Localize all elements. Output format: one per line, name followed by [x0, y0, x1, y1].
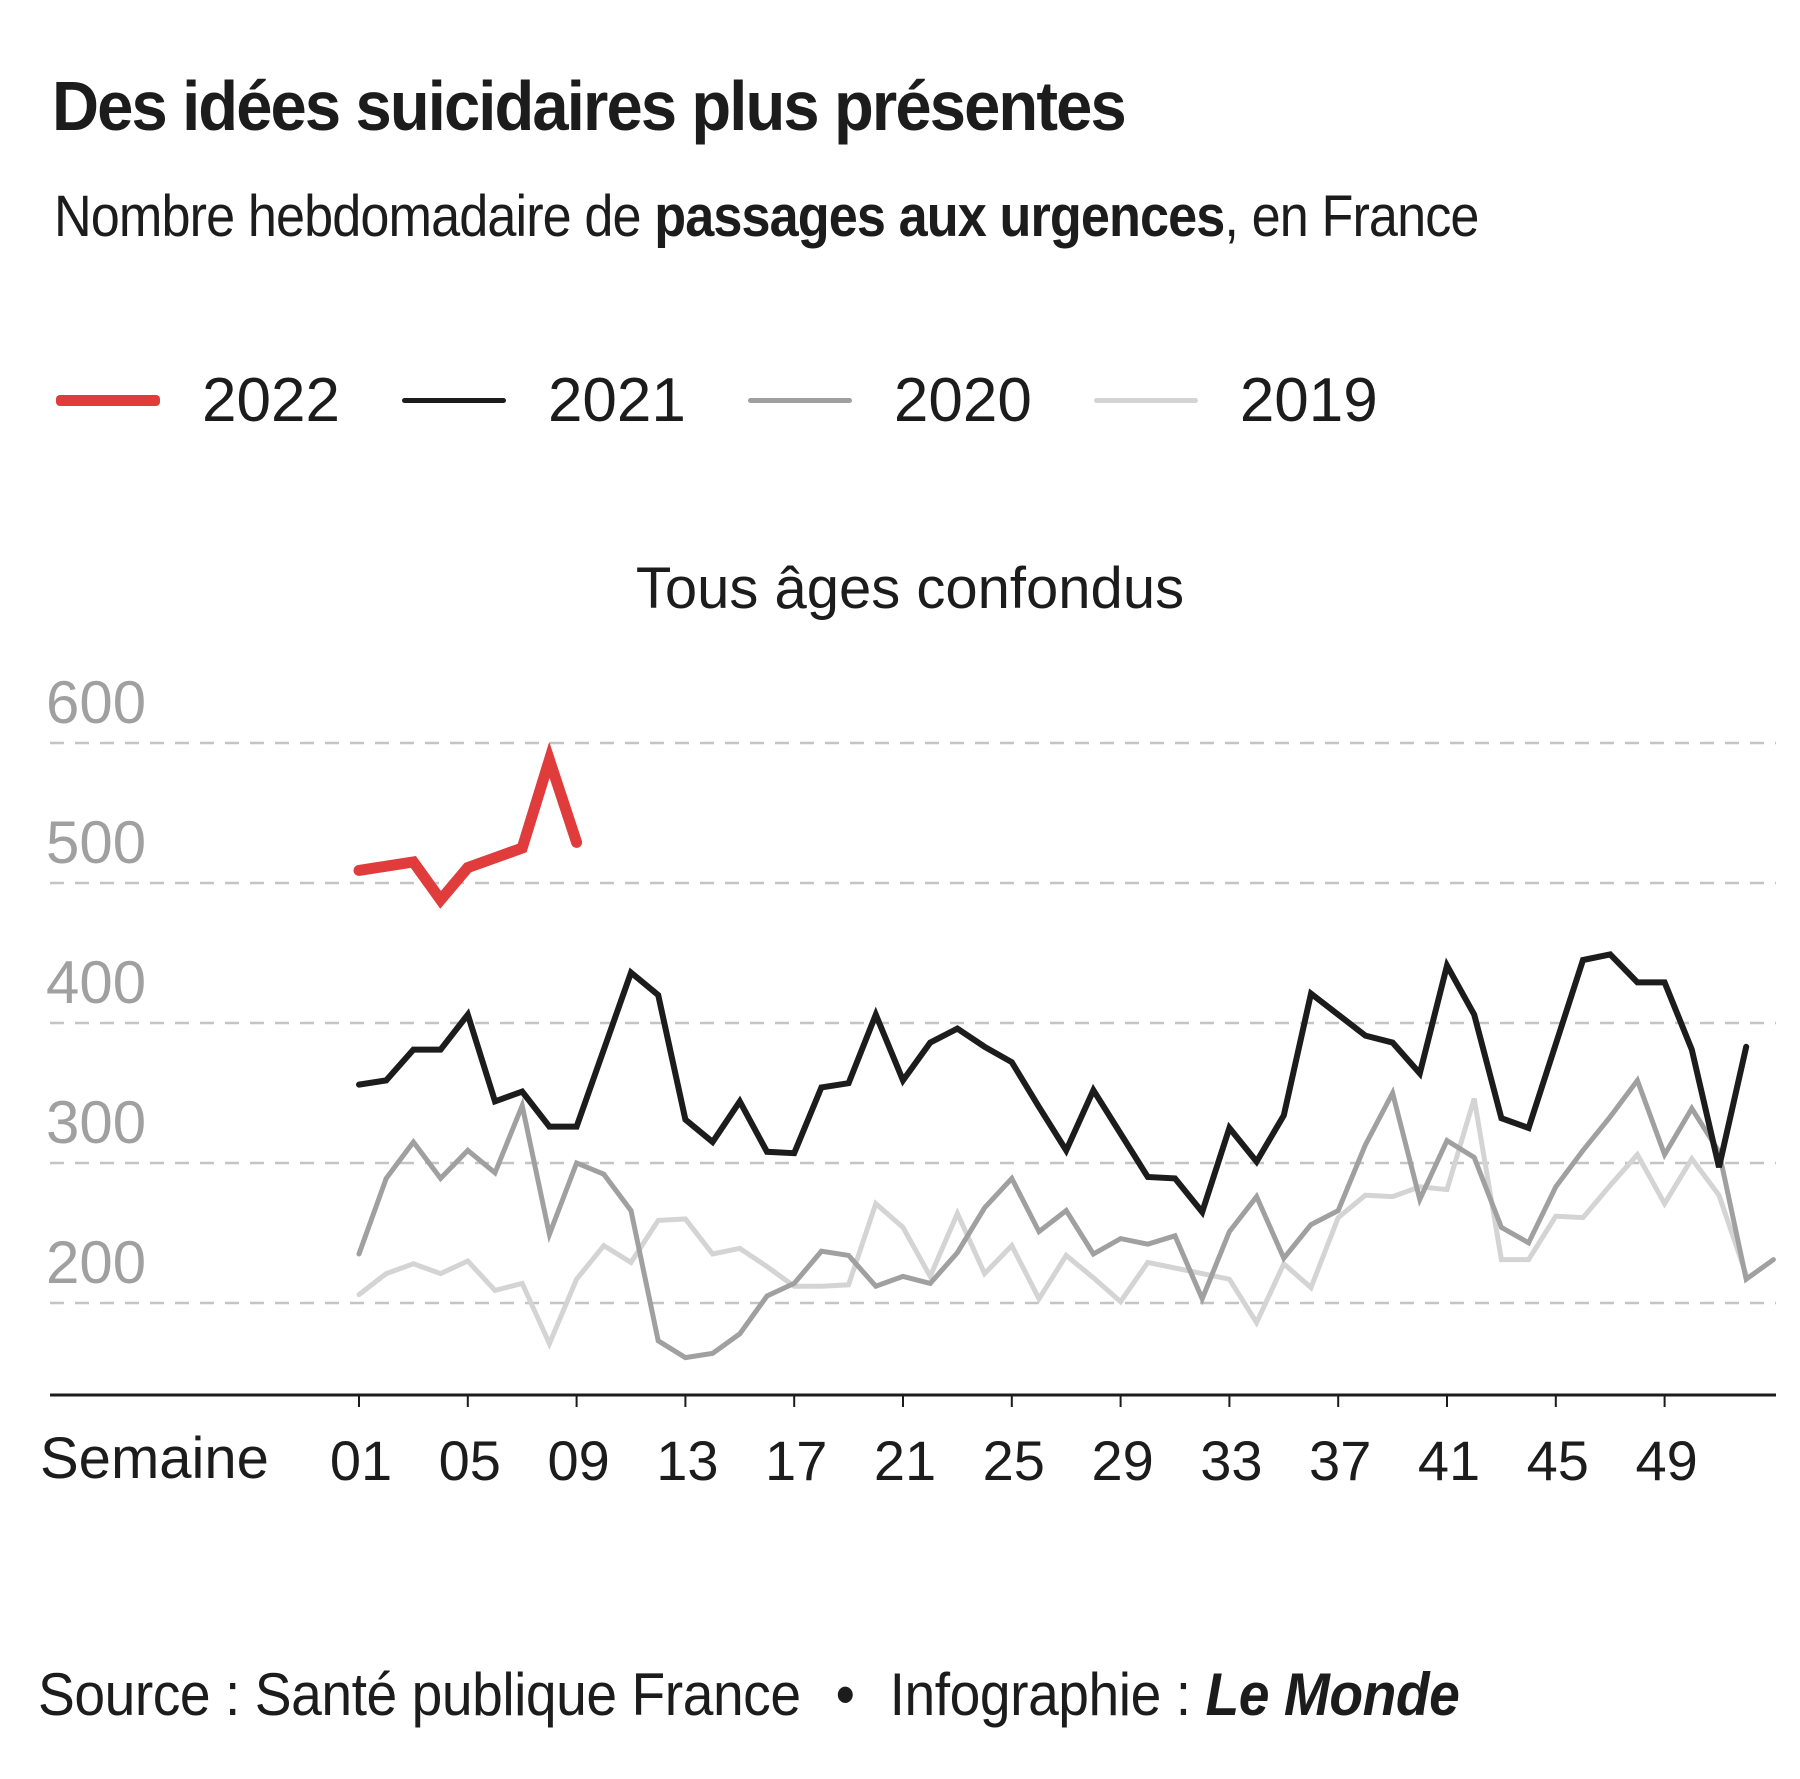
- legend-item-2020: 2020: [747, 365, 1032, 436]
- chart-subtitle: Nombre hebdomadaire de passages aux urge…: [54, 178, 1539, 256]
- legend-label: 2022: [202, 365, 340, 435]
- chart-title: Des idées suicidaires plus présentes: [52, 67, 1127, 145]
- line-chart: Tous âges confondus 200 300 400 500 600 01 05…: [40, 556, 1776, 1492]
- y-tick-label: 200: [46, 1229, 146, 1296]
- series-lines: [353, 741, 1776, 1361]
- x-tick-label: 01: [330, 1429, 392, 1492]
- panel-title: Tous âges confondus: [636, 556, 1184, 621]
- x-tick-label: 05: [439, 1429, 501, 1492]
- credit-brand: Le Monde: [1205, 1661, 1460, 1728]
- x-tick-label: 21: [874, 1429, 936, 1492]
- x-tick-label: 09: [547, 1429, 609, 1492]
- x-tick-label: 17: [765, 1429, 827, 1492]
- x-tick-label: 37: [1309, 1429, 1371, 1492]
- subtitle-prefix: Nombre hebdomadaire de: [54, 184, 655, 249]
- y-tick-label: 500: [46, 809, 146, 876]
- series-line-2022: [353, 741, 583, 909]
- credit-prefix: Infographie :: [889, 1661, 1206, 1728]
- x-axis-label: Semaine: [40, 1426, 269, 1491]
- x-tick-label: 29: [1091, 1429, 1153, 1492]
- y-axis-labels: 200 300 400 500 600: [46, 669, 146, 1296]
- subtitle-bold: passages aux urgences: [654, 184, 1225, 249]
- x-tick-label: 45: [1527, 1429, 1589, 1492]
- x-tick-label: 41: [1418, 1429, 1480, 1492]
- legend-item-2019: 2019: [1093, 365, 1378, 436]
- legend-label: 2021: [547, 365, 686, 435]
- legend-swatch-2019: [1093, 397, 1198, 403]
- legend-item-2022: 2022: [56, 365, 340, 436]
- subtitle-suffix: , en France: [1224, 184, 1479, 249]
- legend-swatch-2022: [56, 394, 160, 406]
- footer: Source : Santé publique France • Infogra…: [38, 1660, 1460, 1729]
- series-line-2020: [356, 1075, 1776, 1361]
- legend-label: 2019: [1239, 365, 1378, 435]
- x-tick-label: 25: [983, 1429, 1045, 1492]
- y-tick-label: 400: [46, 949, 146, 1016]
- legend-item-2021: 2021: [401, 365, 686, 436]
- legend-swatch-2021: [401, 397, 506, 403]
- series-line-2019: [356, 1097, 1749, 1350]
- y-tick-label: 300: [46, 1089, 146, 1156]
- x-tick-label: 33: [1200, 1429, 1262, 1492]
- x-tick-label: 49: [1635, 1429, 1697, 1492]
- series-line-2021: [356, 951, 1750, 1219]
- gridlines: [50, 741, 1776, 1305]
- source-text: Source : Santé publique France: [38, 1661, 801, 1728]
- legend-label: 2020: [893, 365, 1032, 435]
- legend: 2022 2021 2020 2019: [56, 360, 1440, 440]
- y-tick-label: 600: [46, 669, 146, 736]
- x-axis-ticks: 01 05 09 13 17 21 25 29 33 37 41 45 49: [330, 1395, 1698, 1492]
- footer-bullet: •: [835, 1661, 855, 1728]
- x-tick-label: 13: [656, 1429, 718, 1492]
- legend-swatch-2020: [747, 397, 852, 403]
